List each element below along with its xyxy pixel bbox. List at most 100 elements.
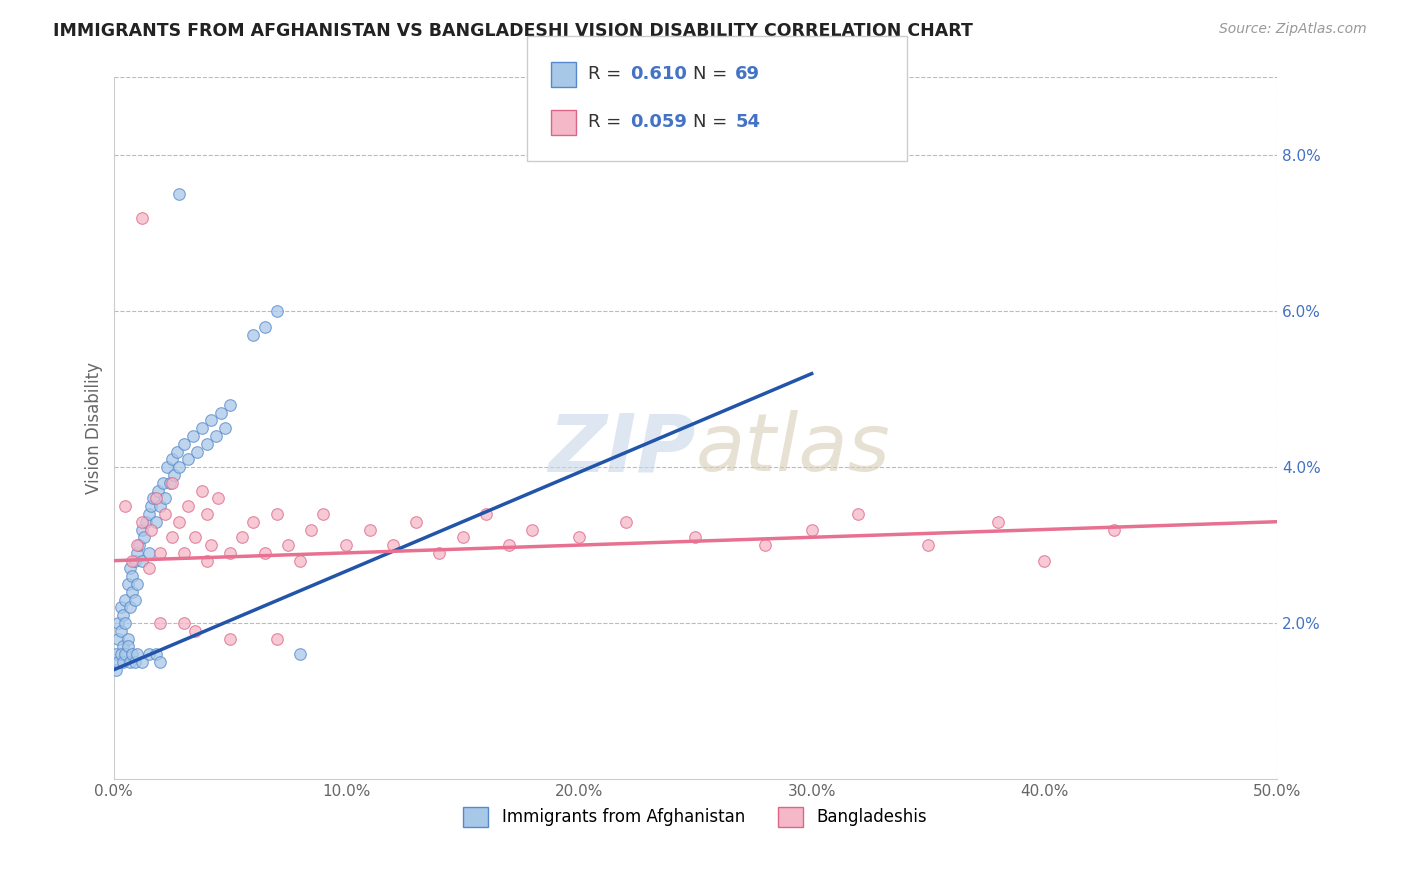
Point: [200, 413, 222, 427]
Point: [184, 624, 207, 638]
Point: [125, 577, 148, 591]
Point: [117, 640, 139, 654]
Point: [107, 615, 129, 630]
Point: [207, 491, 229, 506]
Text: R =: R =: [588, 65, 627, 83]
Y-axis label: Vision Disability: Vision Disability: [86, 362, 103, 494]
Point: [219, 398, 242, 412]
Point: [312, 507, 335, 521]
Point: [125, 546, 148, 560]
Point: [149, 615, 172, 630]
Point: [522, 523, 544, 537]
Point: [253, 546, 276, 560]
Point: [145, 515, 167, 529]
Point: [152, 475, 174, 490]
Point: [219, 546, 242, 560]
Point: [114, 615, 136, 630]
Text: Source: ZipAtlas.com: Source: ZipAtlas.com: [1219, 22, 1367, 37]
Point: [209, 406, 232, 420]
Point: [685, 530, 707, 544]
Point: [846, 507, 869, 521]
Point: [131, 515, 153, 529]
Point: [160, 530, 183, 544]
Point: [124, 592, 146, 607]
Point: [145, 491, 167, 506]
Point: [266, 632, 288, 646]
Point: [118, 655, 141, 669]
Point: [124, 655, 146, 669]
Point: [110, 624, 132, 638]
Point: [917, 538, 939, 552]
Point: [405, 515, 427, 529]
Point: [156, 460, 179, 475]
Point: [146, 483, 169, 498]
Point: [160, 452, 183, 467]
Point: [135, 515, 157, 529]
Point: [177, 452, 200, 467]
Point: [110, 600, 132, 615]
Point: [253, 319, 276, 334]
Point: [114, 592, 136, 607]
Text: N =: N =: [693, 113, 733, 131]
Point: [160, 475, 183, 490]
Text: 69: 69: [735, 65, 761, 83]
Point: [475, 507, 498, 521]
Point: [184, 530, 207, 544]
Point: [131, 655, 153, 669]
Point: [114, 647, 136, 661]
Point: [105, 663, 128, 677]
Point: [1033, 554, 1056, 568]
Point: [301, 523, 323, 537]
Point: [191, 421, 214, 435]
Point: [111, 655, 134, 669]
Point: [181, 429, 204, 443]
Point: [231, 530, 253, 544]
Point: [153, 507, 176, 521]
Point: [195, 436, 218, 450]
Point: [105, 647, 128, 661]
Point: [128, 538, 150, 552]
Point: [277, 538, 299, 552]
Point: [118, 561, 141, 575]
Point: [121, 585, 143, 599]
Point: [614, 515, 637, 529]
Point: [568, 530, 591, 544]
Point: [451, 530, 474, 544]
Point: [110, 647, 132, 661]
Text: N =: N =: [693, 65, 733, 83]
Point: [754, 538, 776, 552]
Point: [142, 491, 165, 506]
Point: [121, 647, 143, 661]
Point: [107, 655, 129, 669]
Point: [177, 499, 200, 513]
Point: [186, 444, 208, 458]
Point: [125, 538, 148, 552]
Point: [242, 327, 264, 342]
Point: [107, 632, 129, 646]
Point: [139, 523, 162, 537]
Point: [498, 538, 520, 552]
Text: ZIP: ZIP: [548, 410, 696, 488]
Text: R =: R =: [588, 113, 627, 131]
Point: [149, 655, 172, 669]
Point: [117, 577, 139, 591]
Point: [195, 554, 218, 568]
Point: [114, 499, 136, 513]
Text: 54: 54: [735, 113, 761, 131]
Text: atlas: atlas: [696, 410, 890, 488]
Point: [145, 647, 167, 661]
Text: 0.610: 0.610: [630, 65, 686, 83]
Point: [132, 530, 155, 544]
Point: [111, 608, 134, 623]
Point: [1102, 523, 1125, 537]
Point: [138, 647, 160, 661]
Point: [139, 499, 162, 513]
Point: [131, 523, 153, 537]
Point: [153, 491, 176, 506]
Point: [242, 515, 264, 529]
Point: [121, 554, 143, 568]
Point: [149, 546, 172, 560]
Text: 0.059: 0.059: [630, 113, 686, 131]
Point: [288, 554, 311, 568]
Point: [266, 304, 288, 318]
